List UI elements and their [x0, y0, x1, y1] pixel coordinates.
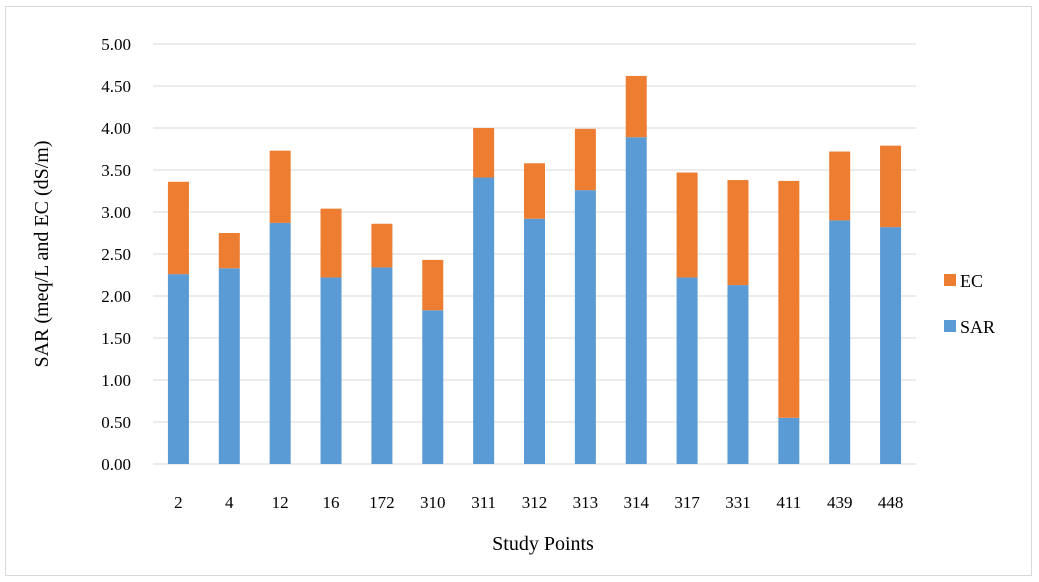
- y-tick-label: 1.00: [101, 371, 131, 390]
- bar-sar-2: [167, 274, 189, 464]
- y-tick-label: 0.50: [101, 413, 131, 432]
- x-tick-label: 448: [878, 493, 904, 512]
- legend: EC SAR: [944, 271, 995, 337]
- bar-sar-312: [524, 218, 545, 464]
- x-tick-label: 172: [369, 493, 395, 512]
- y-tick-label: 2.00: [101, 287, 131, 306]
- bar-ec-314: [625, 75, 647, 138]
- bar-ec-16: [320, 208, 342, 278]
- legend-label-sar: SAR: [960, 317, 995, 337]
- bar-ec-172: [371, 223, 393, 268]
- bar-ec-12: [269, 150, 291, 223]
- x-tick-label: 12: [272, 493, 289, 512]
- x-tick-label: 16: [323, 493, 340, 512]
- x-tick-label: 2: [174, 493, 183, 512]
- bar-sar-311: [473, 177, 495, 464]
- x-tick-label: 411: [776, 493, 801, 512]
- bar-ec-2: [167, 181, 189, 275]
- bar-ec-310: [422, 259, 444, 311]
- x-tick-label: 317: [674, 493, 700, 512]
- bar-sar-310: [422, 310, 444, 464]
- y-tick-label: 0.00: [101, 455, 131, 474]
- y-tick-label: 3.50: [101, 161, 131, 180]
- bar-ec-448: [880, 145, 902, 228]
- bars: [167, 75, 902, 465]
- x-tick-label: 4: [225, 493, 234, 512]
- y-tick-label: 1.50: [101, 329, 131, 348]
- x-tick-label: 314: [623, 493, 649, 512]
- bar-ec-311: [473, 128, 495, 178]
- bar-sar-317: [676, 277, 698, 464]
- bar-ec-4: [218, 233, 240, 269]
- bar-sar-448: [880, 227, 902, 464]
- bar-sar-439: [829, 220, 851, 464]
- y-tick-label: 4.50: [101, 77, 131, 96]
- x-tick-label: 311: [471, 493, 496, 512]
- bar-sar-313: [574, 190, 596, 464]
- y-axis-title: SAR (meq/L and EC (dS/m): [31, 140, 53, 367]
- bar-ec-411: [778, 180, 800, 418]
- x-axis-tick-labels: 2 4 12 16 172 310 311 312 313 314 317 331 411 439 448: [174, 493, 903, 512]
- bar-ec-439: [829, 151, 851, 221]
- bar-ec-312: [524, 163, 545, 219]
- x-axis-title: Study Points: [492, 533, 594, 555]
- bar-sar-16: [320, 277, 342, 464]
- legend-swatch-ec: [944, 274, 956, 286]
- bar-ec-331: [727, 180, 749, 286]
- bar-sar-331: [727, 285, 749, 464]
- bar-sar-411: [778, 417, 800, 464]
- x-tick-label: 439: [827, 493, 853, 512]
- x-tick-label: 313: [573, 493, 599, 512]
- bar-sar-12: [269, 222, 291, 464]
- y-tick-label: 3.00: [101, 203, 131, 222]
- x-tick-label: 331: [725, 493, 751, 512]
- bar-sar-4: [218, 268, 240, 464]
- y-axis-tick-labels: 0.00 0.50 1.00 1.50 2.00 2.50 3.00 3.50 4.00 4.50…: [101, 35, 131, 474]
- y-tick-label: 4.00: [101, 119, 131, 138]
- x-tick-label: 312: [522, 493, 548, 512]
- legend-label-ec: EC: [960, 271, 983, 291]
- x-tick-label: 310: [420, 493, 446, 512]
- bar-sar-314: [625, 137, 647, 465]
- bar-ec-317: [676, 172, 698, 278]
- legend-swatch-sar: [944, 320, 956, 332]
- bar-sar-172: [371, 267, 393, 464]
- bar-ec-313: [574, 128, 596, 191]
- y-tick-label: 2.50: [101, 245, 131, 264]
- y-tick-label: 5.00: [101, 35, 131, 54]
